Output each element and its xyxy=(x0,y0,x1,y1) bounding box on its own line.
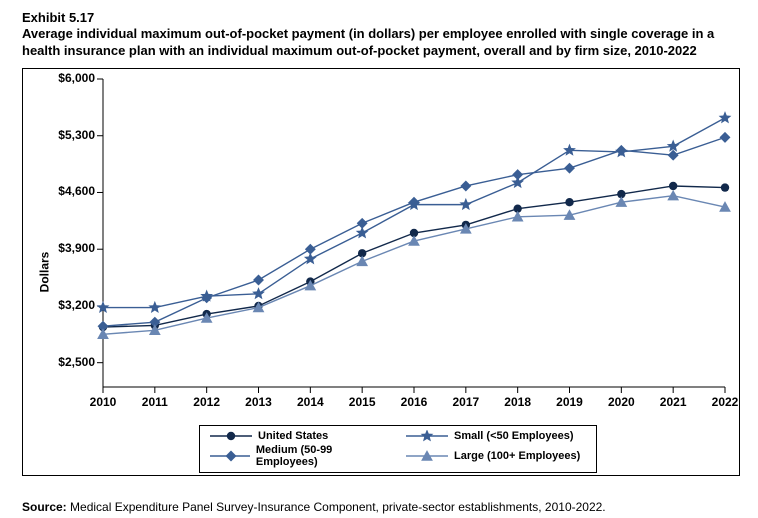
legend-item-label: United States xyxy=(258,430,328,442)
x-tick-label: 2022 xyxy=(712,395,739,409)
chart-title-line-a: Average individual maximum out-of-pocket… xyxy=(22,26,728,42)
y-tick-label: $3,200 xyxy=(47,298,95,312)
x-tick-label: 2014 xyxy=(297,395,324,409)
legend-item: Medium (50-99 Employees) xyxy=(210,444,390,468)
legend-item-label: Medium (50-99 Employees) xyxy=(256,444,390,468)
chart-source-line: Source: Medical Expenditure Panel Survey… xyxy=(22,500,728,514)
x-tick-label: 2010 xyxy=(90,395,117,409)
x-tick-label: 2015 xyxy=(349,395,376,409)
x-tick-label: 2013 xyxy=(245,395,272,409)
x-tick-label: 2011 xyxy=(142,395,168,409)
y-tick-label: $3,900 xyxy=(47,241,95,255)
x-tick-label: 2017 xyxy=(452,395,479,409)
y-tick-label: $4,600 xyxy=(47,184,95,198)
y-tick-label: $5,300 xyxy=(47,128,95,142)
x-tick-label: 2018 xyxy=(504,395,531,409)
x-tick-label: 2021 xyxy=(660,395,687,409)
y-tick-label: $2,500 xyxy=(47,355,95,369)
x-tick-label: 2016 xyxy=(401,395,428,409)
legend-item: Large (100+ Employees) xyxy=(406,444,586,468)
legend-item: Small (<50 Employees) xyxy=(406,430,586,442)
x-tick-label: 2020 xyxy=(608,395,635,409)
x-tick-label: 2012 xyxy=(193,395,220,409)
chart-exhibit-number: Exhibit 5.17 xyxy=(22,10,728,26)
legend-item: United States xyxy=(210,430,390,442)
x-tick-label: 2019 xyxy=(556,395,583,409)
legend-item-label: Large (100+ Employees) xyxy=(454,450,580,462)
chart-legend: United States Small (<50 Employees) Medium… xyxy=(199,425,597,473)
source-text: Medical Expenditure Panel Survey-Insuran… xyxy=(67,500,606,514)
chart-title-line-b: health insurance plan with an individual… xyxy=(22,43,728,59)
chart-frame: Dollars $2,500$3,200$3,900$4,600$5,300$6… xyxy=(22,68,740,476)
chart-title-block: Exhibit 5.17 Average individual maximum … xyxy=(22,10,728,59)
y-tick-label: $6,000 xyxy=(47,71,95,85)
line-chart-svg xyxy=(49,73,735,423)
source-label: Source: xyxy=(22,500,67,514)
legend-item-label: Small (<50 Employees) xyxy=(454,430,574,442)
